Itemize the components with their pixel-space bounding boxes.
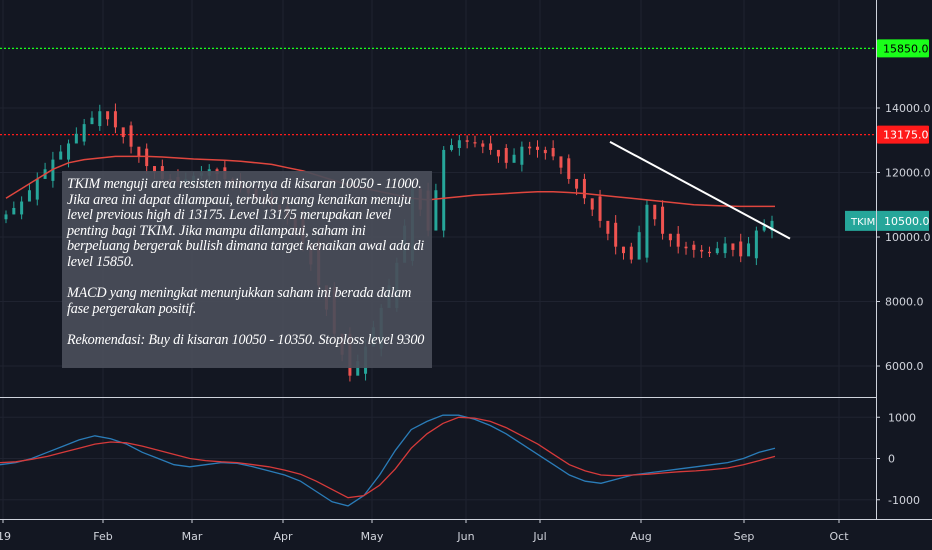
analysis-text-box: TKIM menguji area resisten minornya di k… bbox=[62, 171, 432, 368]
symbol-label-bg bbox=[845, 210, 876, 231]
candle-body bbox=[645, 204, 649, 258]
candle-body bbox=[473, 142, 477, 144]
candle-body bbox=[145, 148, 149, 167]
candle-body bbox=[536, 146, 540, 150]
candle-body bbox=[676, 233, 680, 247]
candle-body bbox=[629, 246, 633, 260]
candle-body bbox=[520, 146, 524, 165]
candle-body bbox=[661, 206, 665, 234]
candle-body bbox=[489, 143, 493, 150]
price-tick-label: 8000.0 bbox=[885, 296, 924, 309]
price-tick-label: 10000.0 bbox=[885, 231, 931, 244]
candle-body bbox=[754, 230, 758, 259]
candle-body bbox=[496, 149, 500, 157]
candle-body bbox=[27, 190, 31, 202]
candle-body bbox=[129, 125, 133, 147]
level-label-bg bbox=[877, 125, 929, 144]
candle-body bbox=[731, 243, 735, 250]
candle-body bbox=[700, 249, 704, 252]
candle-body bbox=[113, 111, 117, 128]
candle-body bbox=[770, 220, 774, 231]
candle-body bbox=[567, 158, 571, 179]
candle-body bbox=[606, 220, 610, 234]
candle-body bbox=[598, 196, 602, 221]
candle-body bbox=[582, 178, 586, 199]
resistance-trendline bbox=[609, 140, 791, 240]
candle-body bbox=[762, 225, 766, 231]
symbol-label: TKIM bbox=[850, 217, 875, 228]
time-tick-label: May bbox=[361, 530, 384, 543]
time-tick-label: Jun bbox=[456, 530, 474, 543]
level-label: 13175.0 bbox=[883, 129, 929, 142]
candle-body bbox=[59, 151, 63, 160]
candle-body bbox=[82, 124, 86, 142]
candle-body bbox=[512, 154, 516, 163]
candle-body bbox=[504, 147, 508, 163]
candle-body bbox=[465, 140, 469, 142]
candle-body bbox=[653, 204, 657, 220]
candle-body bbox=[121, 127, 125, 138]
signal-line bbox=[0, 416, 776, 499]
candle-body bbox=[559, 156, 563, 168]
candle-body bbox=[35, 178, 39, 200]
macd-tick-label: 1000 bbox=[888, 411, 916, 424]
candle-body bbox=[74, 133, 78, 144]
candle-body bbox=[450, 145, 454, 150]
candle-body bbox=[543, 149, 547, 154]
candle-body bbox=[590, 198, 594, 210]
candle-body bbox=[12, 207, 16, 215]
time-tick-label: Mar bbox=[182, 530, 203, 543]
macd-tick-label: 0 bbox=[888, 453, 895, 466]
candle-body bbox=[637, 232, 641, 260]
time-tick-label: 19 bbox=[0, 530, 11, 543]
candle-body bbox=[528, 146, 532, 149]
candle-body bbox=[67, 143, 71, 160]
candle-body bbox=[457, 140, 461, 148]
candle-body bbox=[106, 111, 110, 120]
candle-body bbox=[434, 190, 438, 231]
last-price-label-bg bbox=[877, 210, 929, 231]
candle-body bbox=[90, 117, 94, 125]
macd-tick-label: -1000 bbox=[888, 494, 920, 507]
candle-body bbox=[20, 201, 24, 215]
candle-body bbox=[723, 243, 727, 254]
level-label: 15850.0 bbox=[883, 42, 929, 55]
candle-body bbox=[137, 146, 141, 157]
candle-body bbox=[4, 214, 8, 220]
price-tick-label: 14000.0 bbox=[885, 102, 931, 115]
candle-body bbox=[551, 147, 555, 157]
candle-body bbox=[707, 251, 711, 254]
candle-body bbox=[614, 222, 618, 247]
candle-body bbox=[668, 233, 672, 241]
macd-line bbox=[0, 414, 776, 507]
price-tick-label: 12000.0 bbox=[885, 167, 931, 180]
candle-body bbox=[692, 244, 696, 250]
candle-body bbox=[51, 159, 55, 181]
candle-body bbox=[356, 361, 360, 376]
price-tick-label: 6000.0 bbox=[885, 360, 924, 373]
candle-body bbox=[575, 178, 579, 189]
time-tick-label: Jul bbox=[532, 530, 546, 543]
time-tick-label: Feb bbox=[93, 530, 112, 543]
time-tick-label: Oct bbox=[829, 530, 849, 543]
time-tick-label: Sep bbox=[734, 530, 755, 543]
candle-body bbox=[747, 243, 751, 257]
time-tick-label: Apr bbox=[273, 530, 293, 543]
candle-body bbox=[153, 166, 157, 173]
last-price-label: 10500.0 bbox=[884, 215, 930, 228]
level-label-bg bbox=[877, 39, 929, 58]
candle-body bbox=[715, 248, 719, 254]
analysis-paragraph-3: Rekomendasi: Buy di kisaran 10050 - 1035… bbox=[67, 331, 425, 348]
time-tick-label: Aug bbox=[630, 530, 651, 543]
candle-body bbox=[684, 246, 688, 249]
candle-body bbox=[98, 111, 102, 127]
analysis-paragraph-1: TKIM menguji area resisten minornya di k… bbox=[67, 176, 424, 270]
candle-body bbox=[621, 246, 625, 254]
candle-body bbox=[481, 143, 485, 147]
candle-body bbox=[739, 241, 743, 257]
analysis-paragraph-2: MACD yang meningkat menunjukkan saham in… bbox=[67, 285, 412, 317]
candle-body bbox=[442, 149, 446, 231]
